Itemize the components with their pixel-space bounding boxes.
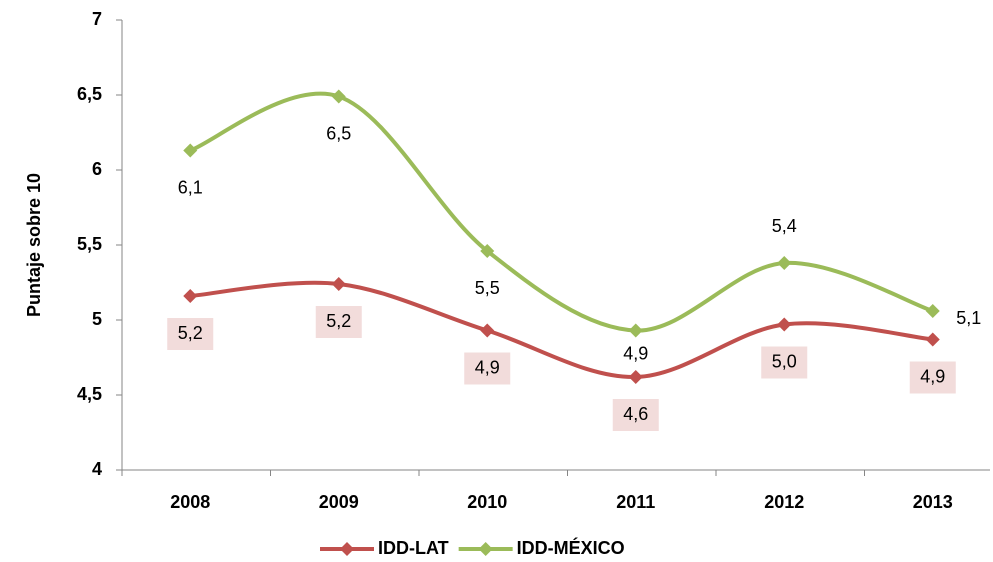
label-box xyxy=(909,361,956,394)
y-tick-label: 5 xyxy=(92,309,102,329)
marker xyxy=(925,304,940,318)
marker xyxy=(480,244,495,258)
data-label: 5,5 xyxy=(475,278,500,298)
label-box xyxy=(612,399,659,431)
x-tick-label: 2010 xyxy=(467,492,507,512)
x-tick-label: 2011 xyxy=(616,492,655,512)
marker xyxy=(777,256,792,270)
label-box xyxy=(464,352,511,385)
marker xyxy=(331,89,346,104)
data-label: 5,4 xyxy=(772,216,797,236)
x-tick-label: 2013 xyxy=(913,492,953,512)
x-tick-label: 2009 xyxy=(319,492,359,512)
y-tick-label: 5,5 xyxy=(77,234,102,254)
legend-label: IDD-LAT xyxy=(378,538,449,558)
label-box xyxy=(167,318,214,350)
x-tick-label: 2008 xyxy=(170,492,210,512)
y-tick-label: 6,5 xyxy=(77,84,102,104)
y-tick-label: 7 xyxy=(92,9,102,29)
data-label: 4,9 xyxy=(920,366,945,386)
y-tick-label: 4,5 xyxy=(77,384,102,404)
data-label: 4,9 xyxy=(475,357,500,377)
data-label: 5,2 xyxy=(178,323,203,343)
marker xyxy=(777,317,792,332)
data-label: 5,2 xyxy=(326,311,351,331)
marker xyxy=(628,370,643,384)
y-axis-label: Puntaje sobre 10 xyxy=(24,173,44,317)
x-tick-label: 2012 xyxy=(764,492,804,512)
data-label: 6,1 xyxy=(178,177,203,197)
marker xyxy=(925,332,940,347)
marker xyxy=(628,323,643,338)
data-label: 6,5 xyxy=(326,123,351,143)
data-label: 4,6 xyxy=(623,404,648,424)
label-box xyxy=(761,346,808,379)
data-label: 5,1 xyxy=(956,308,981,328)
marker xyxy=(183,289,198,303)
series-line xyxy=(190,280,933,380)
marker xyxy=(331,277,346,291)
data-label: 5,0 xyxy=(772,351,797,371)
series-line xyxy=(189,91,934,333)
data-label: 4,9 xyxy=(623,343,648,363)
legend-marker xyxy=(340,542,354,556)
label-box xyxy=(315,306,362,338)
y-tick-label: 4 xyxy=(92,459,102,479)
marker xyxy=(480,323,495,338)
legend-marker xyxy=(478,542,493,556)
marker xyxy=(183,143,198,158)
y-tick-label: 6 xyxy=(92,159,102,179)
legend-label: IDD-MÉXICO xyxy=(517,537,625,558)
